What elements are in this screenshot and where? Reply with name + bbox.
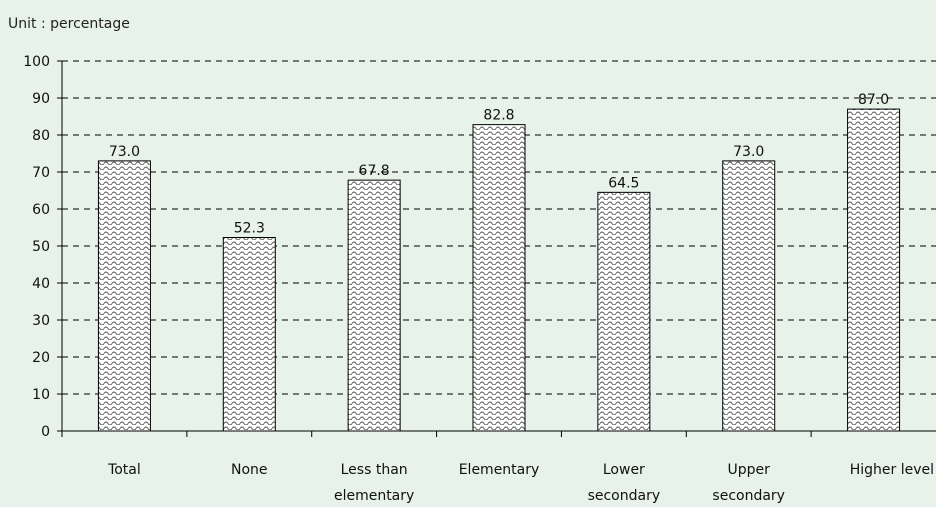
x-tick-label: secondary [588, 488, 661, 504]
x-tick-label: Higher level [850, 462, 934, 478]
x-tick-label: None [231, 462, 268, 478]
y-tick-label: 60 [32, 202, 50, 218]
data-label: 73.0 [109, 144, 140, 160]
bars [97, 108, 901, 432]
x-tick-label: Elementary [459, 462, 540, 478]
y-tick-label: 100 [23, 54, 50, 70]
bar [597, 191, 651, 432]
x-tick-labels: Total None Less than elementary Elementary Lo… [107, 462, 934, 504]
data-label: 52.3 [234, 220, 265, 236]
y-tick-label: 30 [32, 313, 50, 329]
bar [847, 108, 901, 432]
y-tick-label: 40 [32, 276, 50, 292]
y-tick-label: 20 [32, 350, 50, 366]
unit-label: Unit : percentage [8, 16, 130, 32]
x-tick-label: Lower [603, 462, 645, 478]
x-tick-label: Total [107, 462, 141, 478]
bar [722, 160, 776, 432]
axes [57, 60, 936, 437]
data-label: 87.0 [858, 92, 889, 108]
y-tick-label: 90 [32, 91, 50, 107]
x-tick-label: Upper [728, 462, 771, 478]
y-tick-label: 0 [41, 424, 50, 440]
bar [97, 160, 151, 432]
data-label: 67.8 [359, 163, 390, 179]
bar [472, 124, 526, 432]
y-tick-label: 70 [32, 165, 50, 181]
bar [347, 179, 401, 432]
y-tick-label: 80 [32, 128, 50, 144]
y-tick-label: 50 [32, 239, 50, 255]
data-label: 73.0 [733, 144, 764, 160]
y-tick-label: 10 [32, 387, 50, 403]
x-tick-label: elementary [334, 488, 414, 504]
x-tick-label: Less than [341, 462, 408, 478]
data-label: 64.5 [608, 175, 639, 191]
data-label: 82.8 [483, 108, 514, 124]
gridlines [62, 60, 936, 395]
bar [222, 236, 276, 432]
x-tick-label: secondary [712, 488, 785, 504]
y-tick-labels: 0 10 20 30 40 50 60 70 80 90 100 [23, 54, 50, 440]
data-labels: 73.0 52.3 67.8 82.8 64.5 73.0 87.0 [109, 92, 889, 236]
